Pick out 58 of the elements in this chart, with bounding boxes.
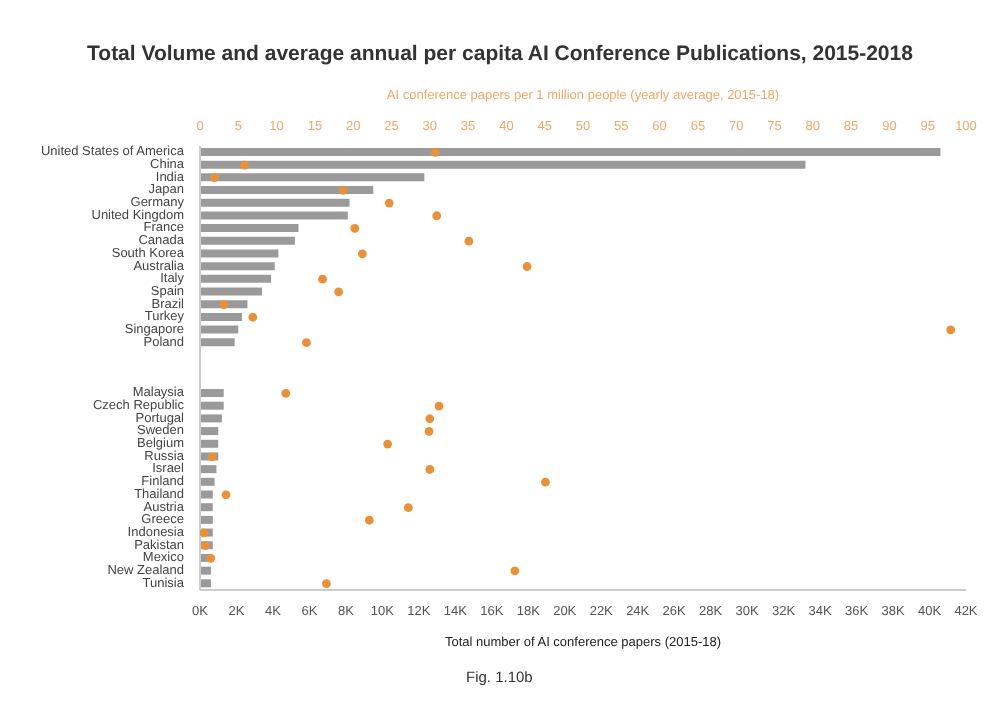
point [281,388,291,398]
bar [200,566,211,575]
point [357,249,367,259]
point [946,325,956,335]
point [464,236,474,246]
bar [200,249,279,258]
bar [200,211,348,220]
point [522,262,532,271]
bar [200,579,211,588]
bar [200,389,224,398]
bar [200,427,219,436]
point [206,553,216,563]
point [302,338,311,348]
point [219,300,229,309]
bar [200,262,275,271]
bar [200,401,224,410]
point [425,414,435,424]
bar [200,198,350,207]
point [248,312,258,322]
bar [200,490,213,499]
point [334,287,344,297]
bar [200,338,235,347]
point [432,211,442,221]
bar [200,325,239,334]
point [383,439,393,449]
bar [200,312,242,321]
point [434,401,444,411]
bar [200,173,425,182]
bar [200,465,217,474]
point [210,173,219,183]
point [321,579,331,589]
point [541,477,550,487]
point [425,465,435,474]
bar [200,186,374,195]
point [207,452,217,462]
bar [200,503,213,512]
bar [200,148,941,156]
point [221,490,231,500]
bar [200,160,806,169]
bar [200,477,215,486]
bar [200,414,222,423]
point [338,186,348,195]
point [403,503,413,512]
point [510,566,520,576]
point [318,274,327,284]
bar [200,236,295,245]
point [430,147,440,157]
chart-title: Total Volume and average annual per capita AI Conference Publications, 2015-2018 [85,42,915,66]
point [384,198,394,208]
bar [200,287,263,296]
point [424,427,434,436]
point [364,515,374,525]
bar [200,439,219,448]
bar [200,274,272,283]
point [350,224,360,233]
point [240,160,249,170]
bar [200,515,213,524]
bar [200,224,299,233]
